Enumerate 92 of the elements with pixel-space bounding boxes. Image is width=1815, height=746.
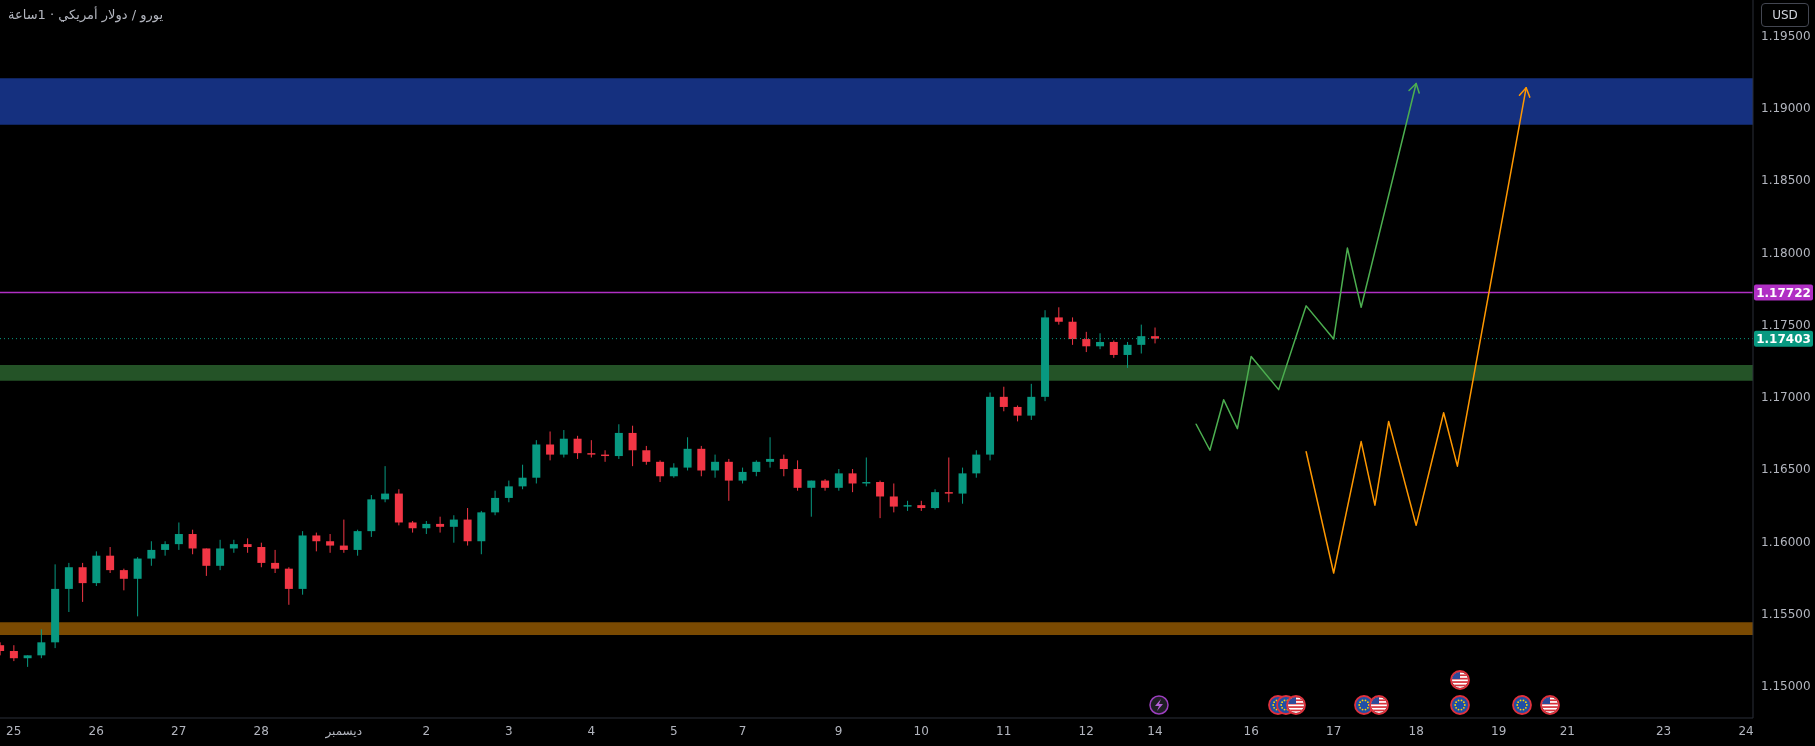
y-tick-label: 1.15500 — [1761, 606, 1811, 621]
candlestick — [697, 445, 706, 477]
candlestick — [353, 529, 362, 557]
candlestick — [202, 547, 211, 577]
x-tick-label: 7 — [738, 723, 747, 738]
x-tick-label: 19 — [1491, 723, 1507, 738]
y-tick-label: 1.19000 — [1761, 101, 1811, 116]
candlestick — [147, 540, 156, 567]
x-tick-label: 2 — [422, 723, 431, 738]
candlestick — [518, 464, 527, 490]
candlestick — [1151, 327, 1160, 344]
x-tick-label: 5 — [669, 723, 678, 738]
x-tick-label: 4 — [587, 723, 596, 738]
candlestick — [683, 436, 692, 471]
x-tick-label: ديسمبر — [324, 723, 363, 739]
y-tick-label: 1.17500 — [1761, 317, 1811, 332]
candlestick — [78, 562, 87, 603]
y-tick-label: 1.19500 — [1761, 29, 1811, 44]
candlestick — [779, 454, 788, 477]
candlestick — [944, 456, 953, 503]
candlestick — [463, 507, 472, 547]
candlestick — [9, 644, 18, 662]
candlestick — [504, 480, 513, 503]
candlestick — [312, 532, 321, 552]
candlestick — [64, 562, 73, 613]
candlestick — [271, 549, 280, 574]
candlestick — [326, 533, 335, 554]
candlestick — [876, 480, 885, 519]
candlestick — [37, 628, 46, 659]
x-tick-label: 18 — [1408, 723, 1424, 738]
candlestick — [174, 521, 183, 551]
x-tick-label: 14 — [1147, 723, 1163, 738]
ref-line-label: 1.17403 — [1756, 331, 1811, 346]
x-tick-label: 11 — [996, 723, 1012, 738]
candlestick — [559, 429, 568, 458]
candlestick — [1027, 383, 1036, 421]
candlestick — [573, 435, 582, 460]
y-tick-label: 1.16000 — [1761, 534, 1811, 549]
candlestick — [766, 436, 775, 469]
x-tick-label: 23 — [1655, 723, 1672, 738]
candlestick — [546, 430, 555, 461]
candlestick — [793, 459, 802, 492]
candlestick — [161, 540, 170, 557]
x-tick-label: 25 — [6, 723, 22, 738]
ref-line-label: 1.17722 — [1756, 285, 1811, 300]
candlestick — [642, 445, 651, 466]
candlestick — [999, 386, 1008, 412]
candlestick — [216, 539, 225, 571]
x-tick-label: 28 — [253, 723, 269, 738]
candlestick — [807, 480, 816, 518]
candlestick — [229, 539, 238, 554]
candlestick — [339, 519, 348, 554]
candlestick — [106, 546, 115, 574]
x-tick-label: 24 — [1738, 723, 1754, 738]
y-tick-label: 1.18500 — [1761, 173, 1811, 188]
y-tick-label: 1.18000 — [1761, 245, 1811, 260]
candlestick — [1068, 316, 1077, 346]
candlestick — [119, 568, 128, 591]
y-axis-title: USD — [1761, 3, 1809, 27]
candlestick — [257, 542, 266, 568]
y-tick-label: 1.17000 — [1761, 390, 1811, 405]
candlestick — [711, 454, 720, 479]
x-tick-label: 21 — [1559, 723, 1576, 738]
candlestick — [449, 514, 458, 544]
candlestick — [724, 458, 733, 502]
x-tick-label: 3 — [504, 723, 513, 738]
x-tick-label: 27 — [171, 723, 187, 738]
candlestick — [889, 482, 898, 513]
candlestick — [834, 468, 843, 492]
x-tick-label: 16 — [1243, 723, 1259, 738]
x-tick-label: 9 — [834, 723, 843, 738]
candlestick — [1123, 341, 1132, 369]
text: يورو / دولار أمريكي · 1ساعة — [8, 7, 164, 22]
candlestick — [188, 529, 197, 555]
x-tick-label: 17 — [1326, 723, 1342, 738]
candlestick — [1082, 331, 1091, 353]
x-tick-label: 12 — [1078, 723, 1094, 738]
candlestick — [931, 488, 940, 510]
y-tick-label: 1.16500 — [1761, 462, 1811, 477]
candlestick — [491, 490, 500, 516]
x-tick-label: 26 — [88, 723, 104, 738]
candlestick — [628, 425, 637, 467]
candlestick — [848, 468, 857, 493]
candlestick — [656, 459, 665, 483]
y-tick-label: 1.15000 — [1761, 678, 1811, 693]
candlestick — [436, 516, 445, 534]
candlestick — [614, 423, 623, 460]
candlestick — [958, 467, 967, 505]
candlestick — [284, 566, 293, 606]
x-tick-label: 10 — [913, 723, 929, 738]
candlestick — [133, 556, 142, 617]
candlestick — [972, 449, 981, 479]
